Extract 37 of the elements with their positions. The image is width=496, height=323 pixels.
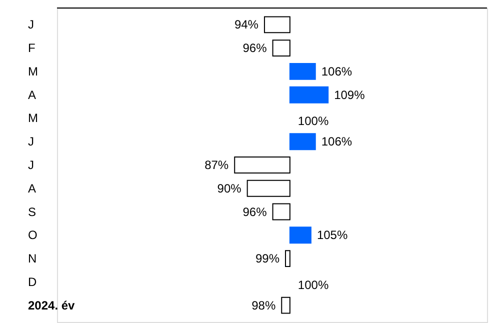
- text: 87%: [204, 158, 229, 172]
- y-tick-label: M: [28, 111, 38, 126]
- y-tick-label: J: [28, 18, 34, 32]
- y-tick-label: A: [28, 181, 36, 196]
- bar: [272, 40, 290, 57]
- y-tick-label: M: [28, 64, 38, 78]
- text: 109%: [334, 88, 366, 102]
- y-tick-label: F: [28, 41, 36, 56]
- annotation: 100%: [298, 278, 329, 292]
- bar: [234, 156, 290, 174]
- y-tick-label: A: [28, 88, 36, 102]
- bar: [264, 16, 290, 34]
- y-tick-label: D: [28, 274, 37, 289]
- annotation: 94%: [234, 18, 259, 32]
- annotation: 98%: [252, 298, 276, 312]
- bar: [289, 133, 316, 150]
- annotation: 100%: [298, 114, 329, 128]
- y-tick-label: 2024. év: [28, 298, 76, 312]
- y-tick-label: N: [28, 252, 37, 266]
- annotation: 96%: [242, 41, 268, 56]
- bar: [272, 203, 290, 220]
- annotation: 106%: [321, 134, 352, 149]
- bar: [284, 250, 290, 268]
- bar: [281, 296, 290, 314]
- annotation: 105%: [316, 228, 348, 242]
- bar: [289, 226, 312, 244]
- bar: [246, 180, 290, 197]
- y-tick-label: J: [28, 134, 34, 149]
- y-tick-label: J: [28, 158, 34, 172]
- annotation: 90%: [217, 181, 242, 196]
- annotation: 106%: [321, 64, 352, 78]
- annotation: 99%: [255, 252, 280, 266]
- y-tick-label: S: [28, 204, 36, 219]
- bar: [289, 62, 316, 80]
- bar: [289, 86, 329, 104]
- annotation: 96%: [242, 204, 268, 219]
- y-tick-label: O: [28, 228, 38, 242]
